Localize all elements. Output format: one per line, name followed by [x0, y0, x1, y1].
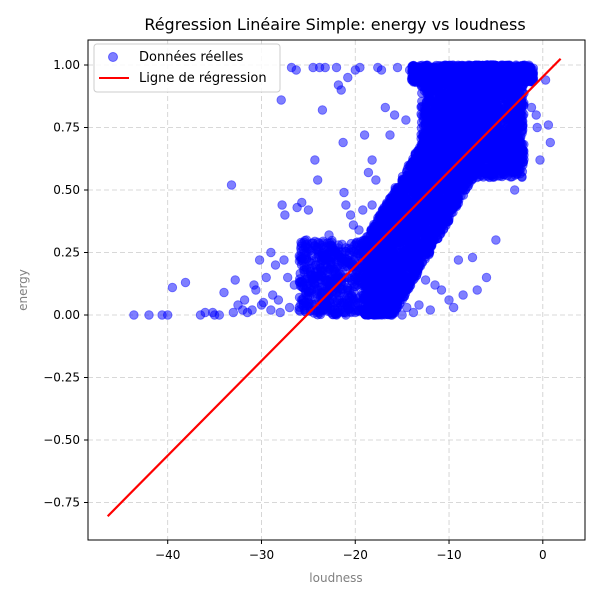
data-point — [397, 265, 407, 275]
data-point — [402, 170, 413, 181]
data-point — [403, 235, 414, 245]
data-point — [409, 160, 419, 170]
data-point — [296, 241, 306, 251]
data-point — [448, 186, 458, 196]
data-point — [366, 226, 377, 237]
data-point — [411, 257, 421, 268]
data-point — [395, 243, 405, 253]
data-point — [419, 226, 430, 236]
data-point — [423, 215, 433, 226]
data-point — [462, 178, 472, 189]
data-point — [387, 265, 398, 276]
data-point — [298, 283, 308, 293]
data-point — [424, 196, 435, 206]
data-point — [346, 238, 357, 249]
data-point — [420, 254, 430, 264]
data-point — [447, 202, 458, 212]
data-point — [405, 222, 416, 232]
data-point — [332, 295, 342, 306]
data-point — [437, 192, 447, 202]
data-point — [376, 288, 386, 298]
chart-title: Régression Linéaire Simple: energy vs lo… — [144, 15, 525, 34]
data-point — [402, 283, 413, 294]
data-point — [416, 235, 427, 246]
data-point — [364, 271, 374, 281]
data-point — [327, 282, 338, 292]
data-point — [385, 241, 395, 252]
scatter-series — [129, 60, 556, 320]
data-point — [370, 262, 381, 273]
data-point — [400, 184, 410, 195]
data-point — [426, 206, 437, 216]
data-point — [439, 215, 449, 225]
data-point — [342, 285, 352, 296]
data-point — [387, 283, 398, 294]
